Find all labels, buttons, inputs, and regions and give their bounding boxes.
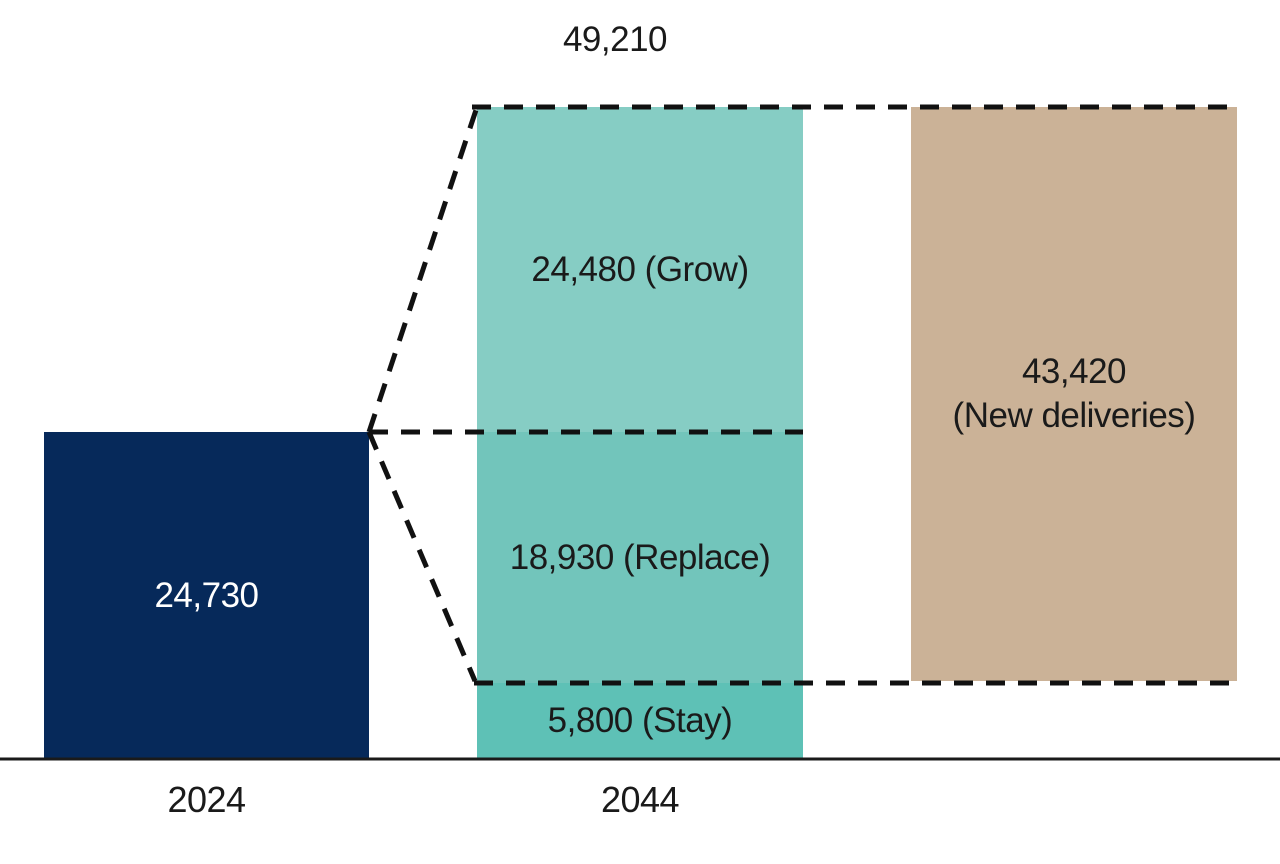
segment-new-deliveries-label-line1: 43,420 xyxy=(1021,352,1127,392)
dashed-diagonal-up xyxy=(366,106,480,433)
segment-stay-label: 5,800 (Stay) xyxy=(547,701,733,741)
segment-stay: 5,800 (Stay) xyxy=(477,683,803,759)
dashed-diagonal-down xyxy=(366,431,478,682)
bar-2044: 24,480 (Grow) 18,930 (Replace) 5,800 (St… xyxy=(477,107,803,759)
x-axis-label-2024: 2024 xyxy=(167,779,246,820)
segment-replace-label: 18,930 (Replace) xyxy=(509,537,771,577)
segment-grow: 24,480 (Grow) xyxy=(477,107,803,432)
total-value-label: 49,210 xyxy=(562,20,668,59)
x-axis-label-2044: 2044 xyxy=(600,779,680,820)
segment-2024-fleet: 24,730 xyxy=(44,432,369,759)
bar-new-deliveries: 43,420 (New deliveries) xyxy=(911,107,1237,681)
segment-grow-label: 24,480 (Grow) xyxy=(531,249,749,289)
bar-2024: 24,730 xyxy=(44,432,369,759)
segment-2024-fleet-label: 24,730 xyxy=(154,575,259,615)
segment-new-deliveries: 43,420 (New deliveries) xyxy=(911,107,1237,681)
segment-replace: 18,930 (Replace) xyxy=(477,432,803,683)
segment-new-deliveries-label-line2: (New deliveries) xyxy=(952,396,1196,435)
